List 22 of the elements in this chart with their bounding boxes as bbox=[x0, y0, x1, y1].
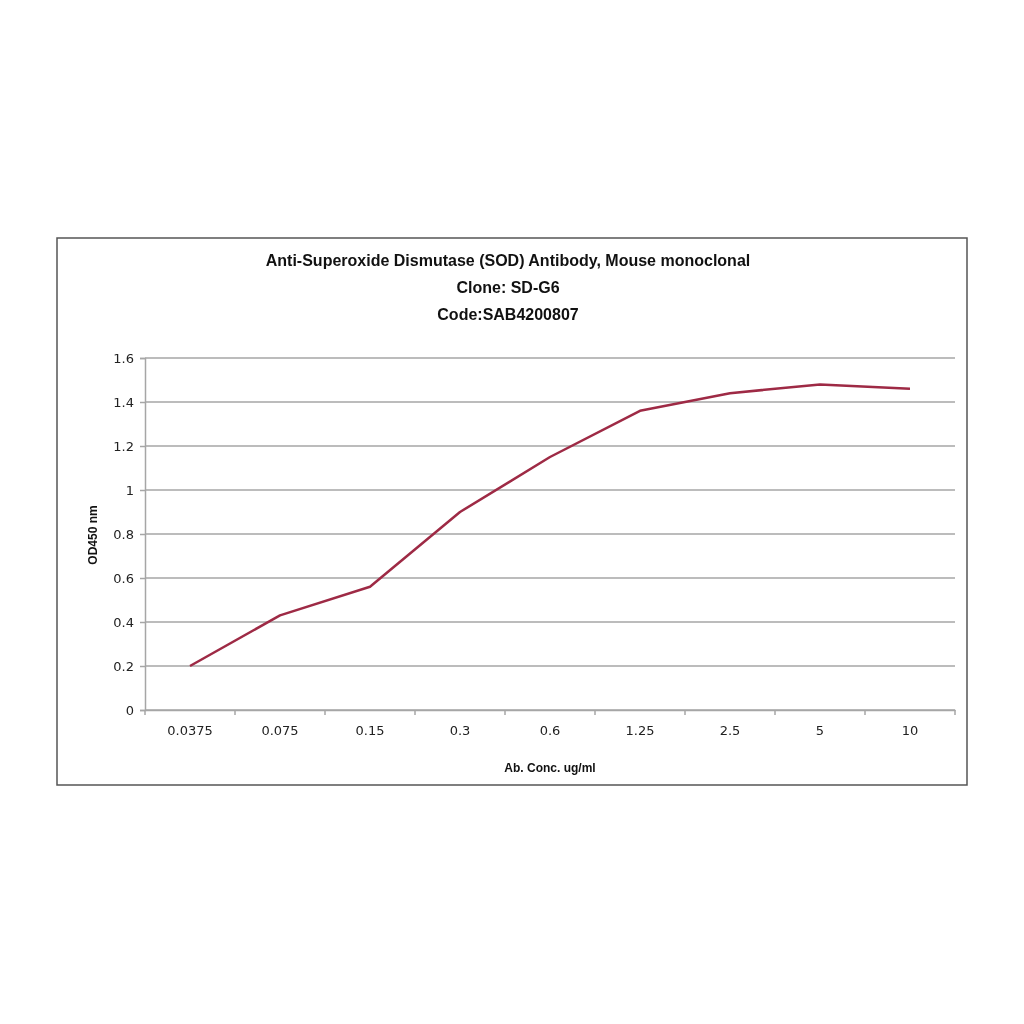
y-tick-label: 1.2 bbox=[113, 438, 134, 454]
line-series bbox=[188, 383, 912, 668]
x-tick-label: 1.25 bbox=[625, 723, 655, 739]
x-tick-label: 0.3 bbox=[449, 723, 471, 739]
y-tick-label: 1.6 bbox=[113, 350, 134, 366]
x-tick-label: 5 bbox=[815, 723, 825, 739]
x-tick-label: 2.5 bbox=[719, 723, 741, 739]
x-axis-title: Ab. Conc. ug/ml bbox=[504, 761, 596, 775]
y-tick-label: 0 bbox=[125, 702, 134, 718]
y-axis-title: OD450 nm bbox=[86, 505, 100, 565]
x-tick-label: 10 bbox=[901, 723, 919, 739]
y-tick-label: 1 bbox=[125, 482, 134, 498]
x-tick-label: 0.0375 bbox=[167, 723, 213, 739]
y-tick-label: 0.2 bbox=[113, 658, 134, 674]
y-tick-label: 1.4 bbox=[113, 394, 134, 410]
x-tick-label: 0.6 bbox=[539, 723, 561, 739]
x-tick-label: 0.15 bbox=[355, 723, 385, 739]
y-tick-label: 0.8 bbox=[113, 526, 134, 542]
chart-title: Anti-Superoxide Dismutase (SOD) Antibody, Mouse monoclonal Clone: SD-G6 Code:SAB4200807 bbox=[265, 252, 751, 323]
y-tick-label: 0.4 bbox=[113, 614, 134, 630]
x-tick-label: 0.075 bbox=[261, 723, 299, 739]
y-tick-label: 0.6 bbox=[113, 570, 134, 586]
